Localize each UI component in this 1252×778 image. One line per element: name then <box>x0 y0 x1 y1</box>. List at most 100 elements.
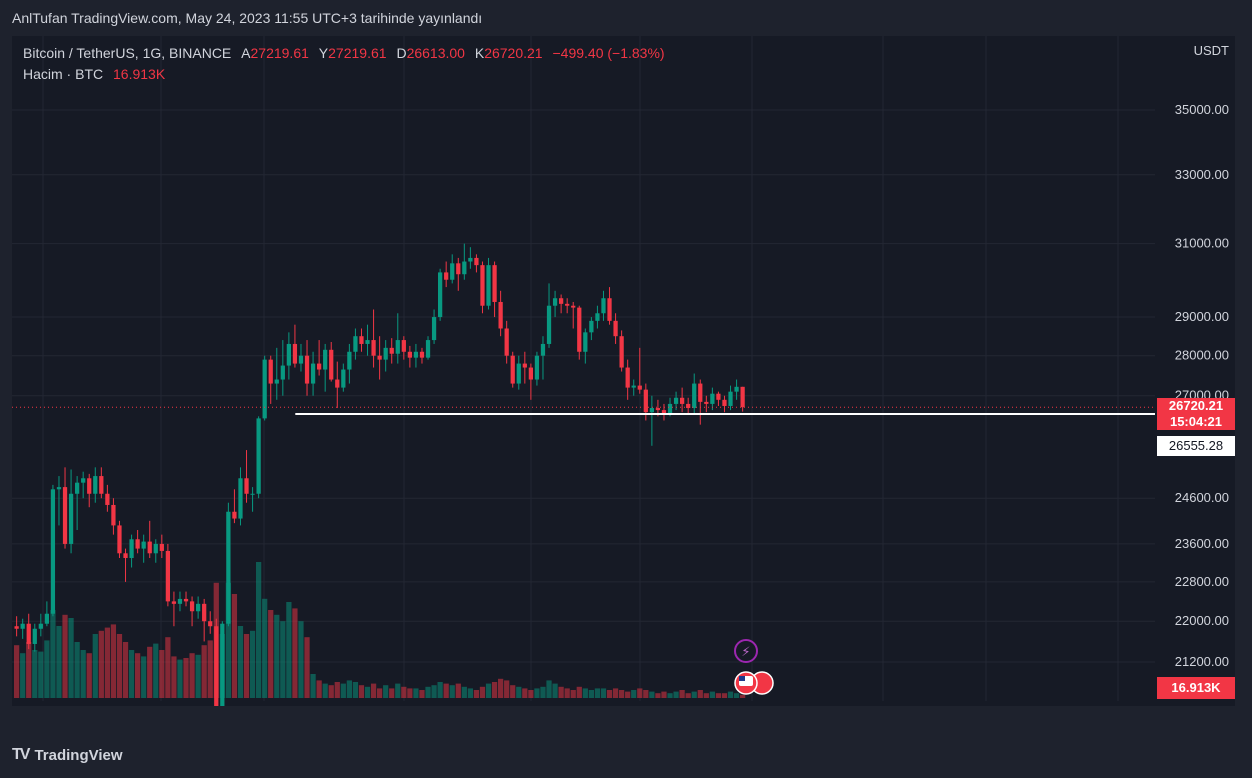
y-tick-label: 31000.00 <box>1175 236 1229 251</box>
candle-body <box>619 336 624 368</box>
high-label: Y <box>318 45 329 61</box>
candle-body <box>474 257 479 266</box>
volume-bar <box>268 610 274 698</box>
candle-body <box>189 601 195 612</box>
volume-bar <box>425 686 431 698</box>
volume-bar <box>171 656 177 698</box>
candle-body <box>341 369 346 388</box>
candle-body <box>250 493 255 495</box>
candle-body <box>601 298 606 314</box>
candle-body <box>577 307 582 352</box>
candle-body <box>105 493 110 505</box>
candle-body <box>196 603 201 612</box>
volume-bar <box>522 688 528 698</box>
candle-body <box>522 363 527 368</box>
y-tick-label: 22800.00 <box>1175 574 1229 589</box>
candle-body <box>492 265 497 302</box>
candle-body <box>722 399 727 406</box>
volume-bar <box>256 562 262 698</box>
volume-bar <box>715 693 722 698</box>
volume-label[interactable]: Hacim · BTC <box>23 66 104 82</box>
candle-body <box>117 525 122 554</box>
volume-bar <box>62 614 68 698</box>
tradingview-footer[interactable]: TV TradingView <box>12 746 123 764</box>
candle-body <box>504 328 509 356</box>
candle-body <box>377 355 382 360</box>
volume-badge: 16.913K <box>1157 677 1235 699</box>
volume-bar <box>431 685 437 698</box>
candlestick-chart[interactable]: 21200.00 22000.00 22800.00 23600.00 24600.00… <box>12 36 1235 706</box>
volume-bar <box>473 690 480 698</box>
volume-bar <box>679 690 685 698</box>
volume-bar <box>304 637 310 698</box>
candle-body <box>680 397 685 404</box>
volume-bar <box>135 653 141 698</box>
horizontal-line-badge[interactable]: 26555.28 <box>1157 436 1235 456</box>
volume-bar <box>74 642 80 698</box>
candle-body <box>389 347 394 354</box>
volume-bar <box>528 690 534 698</box>
volume-bar <box>546 680 552 698</box>
candle-body <box>256 418 261 494</box>
candle-body <box>298 355 304 364</box>
ohlc-legend: Bitcoin / TetherUS, 1G, BINANCE A27219.6… <box>23 45 665 61</box>
candle-body <box>516 363 521 384</box>
candle-body <box>365 340 370 344</box>
candle-body <box>238 478 243 519</box>
candle-body <box>226 511 231 624</box>
candle-body <box>99 476 104 494</box>
last-price-value: 26720.21 <box>1168 398 1224 413</box>
volume-bar <box>383 685 389 698</box>
y-tick-label: 33000.00 <box>1175 167 1229 182</box>
candle-body <box>595 313 600 321</box>
candle-body <box>280 365 285 380</box>
volume-bar <box>413 688 419 698</box>
volume-bar <box>225 582 231 698</box>
symbol-label[interactable]: Bitcoin / TetherUS, 1G, BINANCE <box>23 45 232 61</box>
volume-bar <box>691 691 697 698</box>
y-tick-label: 22000.00 <box>1175 613 1229 628</box>
volume-bar <box>588 690 594 698</box>
last-price-badge: 26720.21 15:04:21 <box>1157 398 1235 430</box>
candle-body <box>87 478 92 494</box>
volume-bar <box>262 598 268 698</box>
volume-bar <box>721 693 728 698</box>
volume-bar <box>637 688 643 698</box>
candle-body <box>292 343 298 364</box>
volume-bar <box>56 626 62 698</box>
volume-bar <box>661 691 667 698</box>
volume-bar <box>80 650 86 698</box>
candle-body <box>510 355 515 384</box>
tradingview-logo-icon: TV <box>12 746 31 763</box>
currency-label[interactable]: USDT <box>1193 43 1229 58</box>
y-tick-label: 29000.00 <box>1175 309 1229 324</box>
candle-body <box>274 379 279 384</box>
volume-bar <box>207 640 213 698</box>
volume-bar <box>485 683 492 698</box>
candle-body <box>75 482 80 494</box>
candle-body <box>383 347 388 360</box>
candle-body <box>413 351 419 358</box>
volume-bar <box>395 683 401 698</box>
candle-body <box>692 383 697 409</box>
volume-bar <box>14 645 20 698</box>
bar-countdown: 15:04:21 <box>1169 414 1223 429</box>
volume-bar <box>504 680 510 698</box>
volume-bar <box>243 634 250 698</box>
candle-body <box>667 403 673 415</box>
volume-bar <box>358 685 365 698</box>
volume-bar <box>697 690 703 698</box>
candle-body <box>93 476 98 494</box>
candle-body <box>456 263 461 275</box>
candle-body <box>353 336 358 352</box>
volume-bar <box>68 618 74 698</box>
candle-body <box>637 385 642 390</box>
candle-body <box>589 320 594 333</box>
candle-body <box>631 385 636 388</box>
candle-body <box>329 349 334 380</box>
volume-bar <box>401 686 407 698</box>
candle-body <box>171 601 177 604</box>
volume-bar <box>50 610 56 698</box>
volume-bar <box>116 634 123 698</box>
chart-panel[interactable]: 21200.00 22000.00 22800.00 23600.00 24600.00… <box>12 36 1235 706</box>
